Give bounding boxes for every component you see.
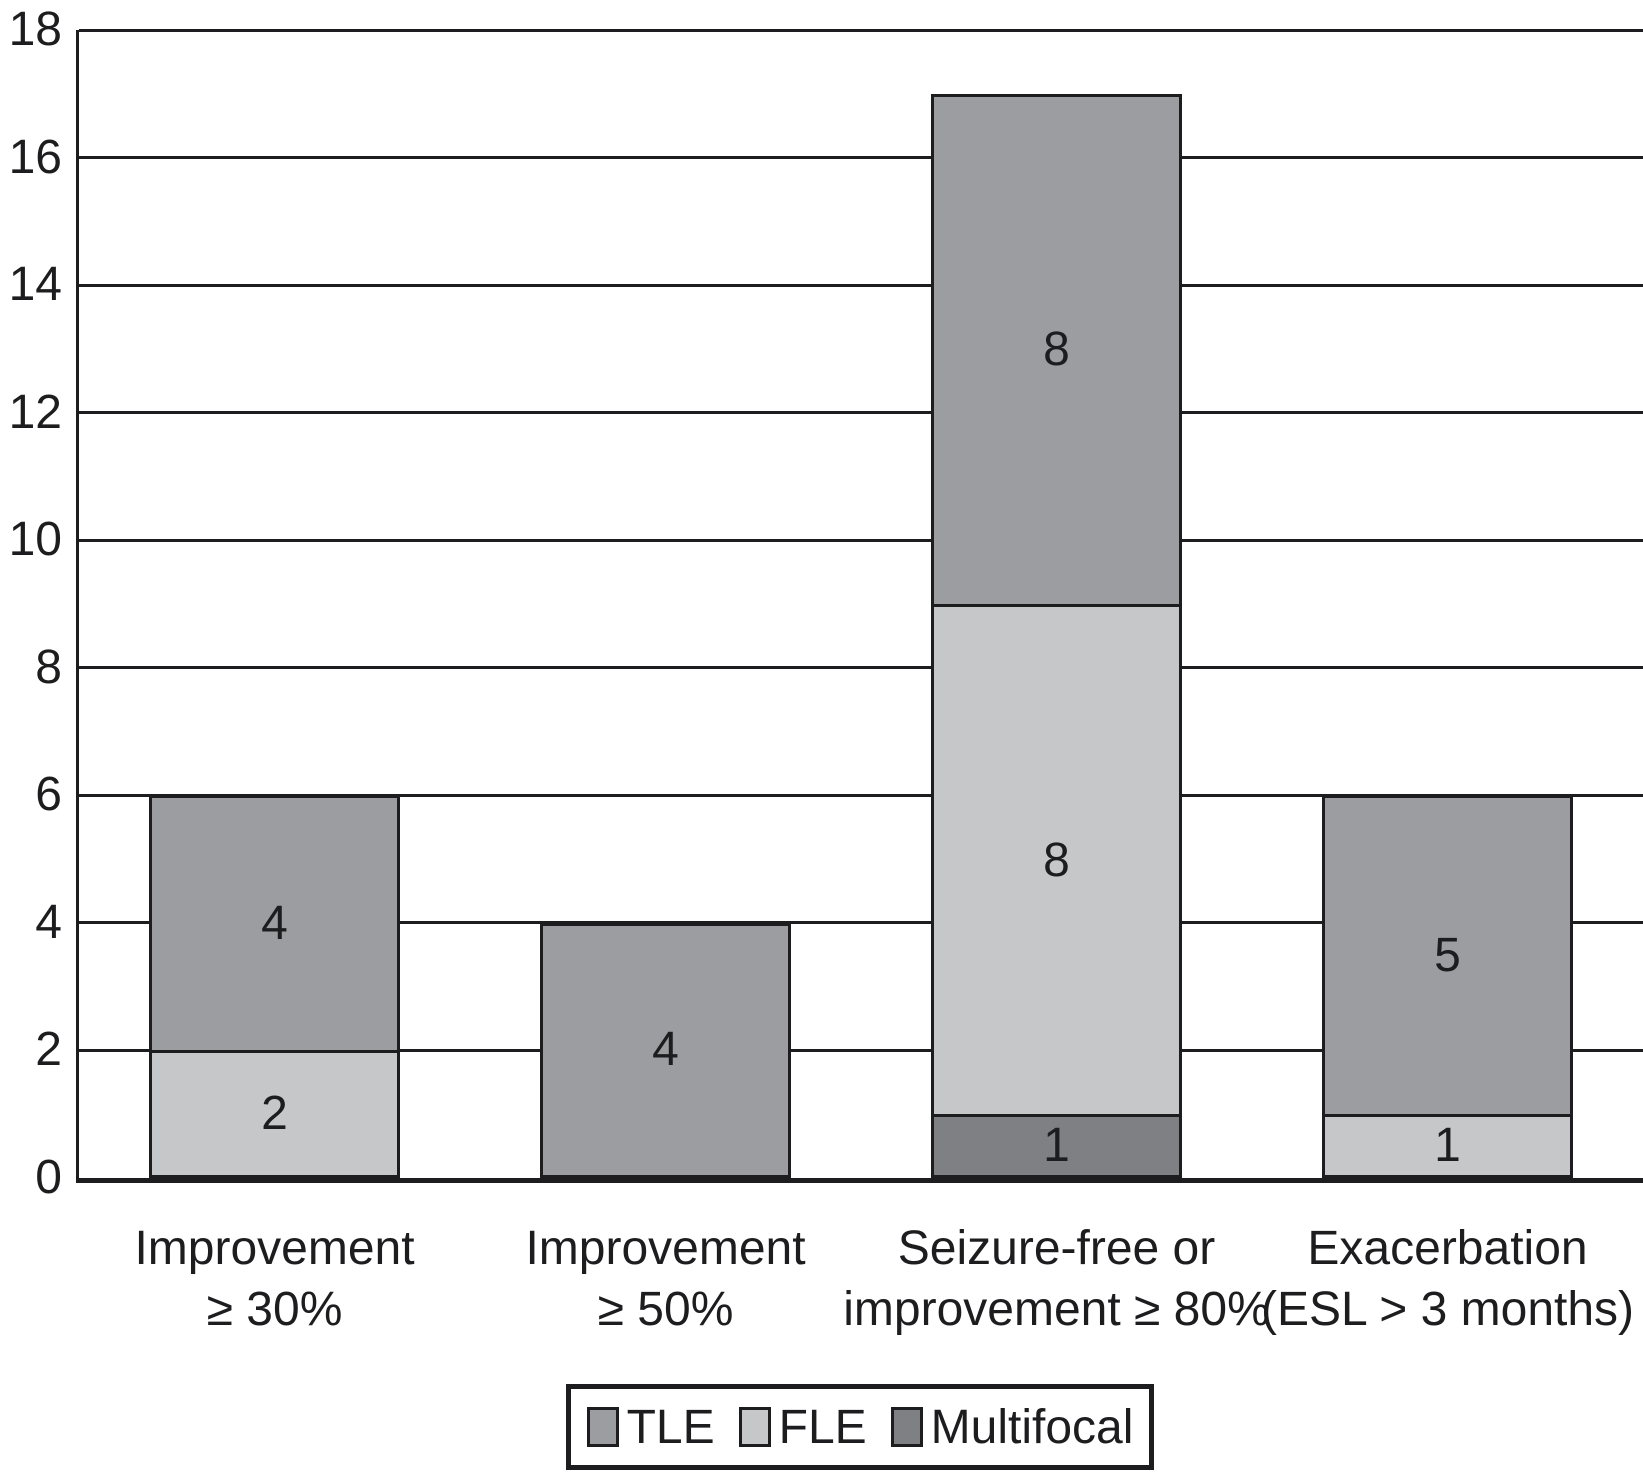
y-tick-label-6: 6 [35, 768, 62, 822]
legend-item-fle: FLE [738, 1400, 867, 1455]
segment-value-label: 4 [652, 1023, 679, 1077]
gridline-y-4 [79, 921, 1643, 925]
segment-value-label: 8 [1043, 323, 1070, 377]
legend: TLE FLE Multifocal [566, 1384, 1154, 1470]
gridline-y-12 [79, 411, 1643, 415]
y-tick-label-10: 10 [8, 513, 62, 567]
bar-segment-tle-cat3: 8 [931, 93, 1182, 607]
bar-segment-tle-cat1: 4 [149, 795, 400, 1054]
legend-swatch-multifocal-icon [890, 1407, 923, 1447]
legend-item-tle: TLE [586, 1400, 715, 1455]
y-tick-label-0: 0 [35, 1151, 62, 1204]
y-tick-label-2: 2 [35, 1023, 62, 1077]
gridline-y-16 [79, 156, 1643, 160]
bar-segment-multifocal-cat3: 1 [931, 1114, 1182, 1178]
gridline-y-10 [79, 538, 1643, 542]
segment-value-label: 2 [261, 1087, 288, 1141]
x-category-label-4: Exacerbation (ESL > 3 months) [1260, 1222, 1635, 1336]
x-category-label-2: Improvement ≥ 50% [525, 1222, 806, 1336]
bar-segment-fle-cat3: 8 [931, 604, 1182, 1118]
segment-value-label: 5 [1434, 929, 1461, 983]
gridline-y-8 [79, 666, 1643, 670]
bar-segment-tle-cat4: 5 [1322, 795, 1573, 1118]
segment-value-label: 1 [1043, 1119, 1070, 1173]
y-tick-label-18: 18 [8, 3, 62, 56]
x-category-label-3: Seizure-free or improvement ≥ 80% [843, 1222, 1270, 1336]
legend-label-fle: FLE [778, 1400, 867, 1454]
y-tick-label-14: 14 [8, 258, 62, 312]
segment-value-label: 4 [261, 897, 288, 951]
legend-item-multifocal: Multifocal [890, 1400, 1134, 1455]
segment-value-label: 8 [1043, 833, 1070, 887]
segment-value-label: 1 [1434, 1119, 1461, 1173]
legend-swatch-tle-icon [586, 1407, 619, 1447]
legend-swatch-fle-icon [738, 1407, 771, 1447]
y-tick-label-8: 8 [35, 640, 62, 694]
y-tick-label-4: 4 [35, 895, 62, 949]
bar-segment-tle-cat2: 4 [540, 922, 791, 1178]
y-tick-label-16: 16 [8, 130, 62, 184]
bar-segment-fle-cat1: 2 [149, 1050, 400, 1178]
legend-label-multifocal: Multifocal [930, 1400, 1134, 1454]
gridline-y-2 [79, 1048, 1643, 1052]
gridline-y-18 [79, 28, 1643, 32]
gridline-y-14 [79, 283, 1643, 287]
bar-segment-fle-cat4: 1 [1322, 1114, 1573, 1178]
x-category-label-1: Improvement ≥ 30% [134, 1222, 415, 1336]
legend-label-tle: TLE [626, 1400, 715, 1454]
gridline-y-6 [79, 793, 1643, 797]
plot-area: 2 4 4 1 8 8 1 5 [76, 28, 1643, 1183]
y-tick-label-12: 12 [8, 385, 62, 439]
